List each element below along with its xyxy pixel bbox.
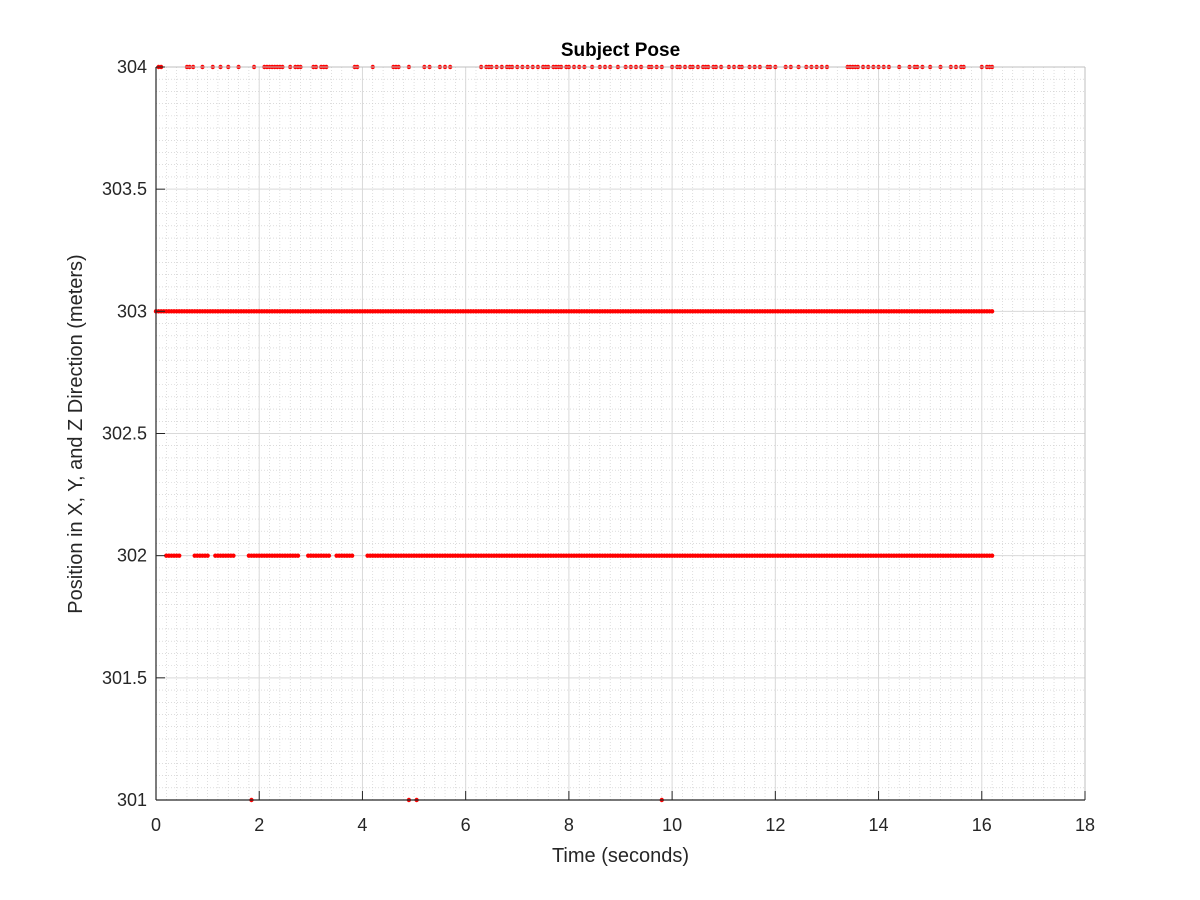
axes	[155, 66, 1086, 801]
y-tick-label: 302.5	[102, 424, 147, 444]
x-tick-label: 16	[972, 815, 992, 835]
data-point	[326, 553, 332, 558]
x-tick-label: 10	[662, 815, 682, 835]
data-point	[231, 553, 236, 558]
data-point	[349, 553, 355, 558]
y-tick-labels: 301 301.5 302 302.5 303 303.5 304	[102, 57, 147, 810]
x-tick-label: 8	[564, 815, 574, 835]
data-point	[989, 309, 995, 314]
x-tick-label: 14	[869, 815, 889, 835]
x-tick-label: 4	[357, 815, 367, 835]
data-point	[177, 553, 182, 558]
y-tick-label: 301	[117, 790, 147, 810]
x-tick-labels: 0 2 4 6 8 10 12 14 16 18	[151, 815, 1095, 835]
x-tick-label: 0	[151, 815, 161, 835]
y-tick-label: 301.5	[102, 668, 147, 688]
data-point	[989, 553, 995, 558]
y-tick-label: 304	[117, 57, 147, 77]
x-tick-label: 18	[1075, 815, 1095, 835]
data-point	[295, 553, 301, 558]
y-tick-label: 303.5	[102, 179, 147, 199]
data-point	[205, 553, 210, 558]
x-tick-label: 6	[461, 815, 471, 835]
x-tick-label: 2	[254, 815, 264, 835]
x-axis-label: Time (seconds)	[552, 845, 689, 867]
y-axis-label: Position in X, Y, and Z Direction (meter…	[65, 254, 87, 613]
y-tick-label: 302	[117, 546, 147, 566]
x-tick-label: 12	[765, 815, 785, 835]
chart-title: Subject Pose	[561, 40, 680, 61]
y-tick-label: 303	[117, 301, 147, 321]
